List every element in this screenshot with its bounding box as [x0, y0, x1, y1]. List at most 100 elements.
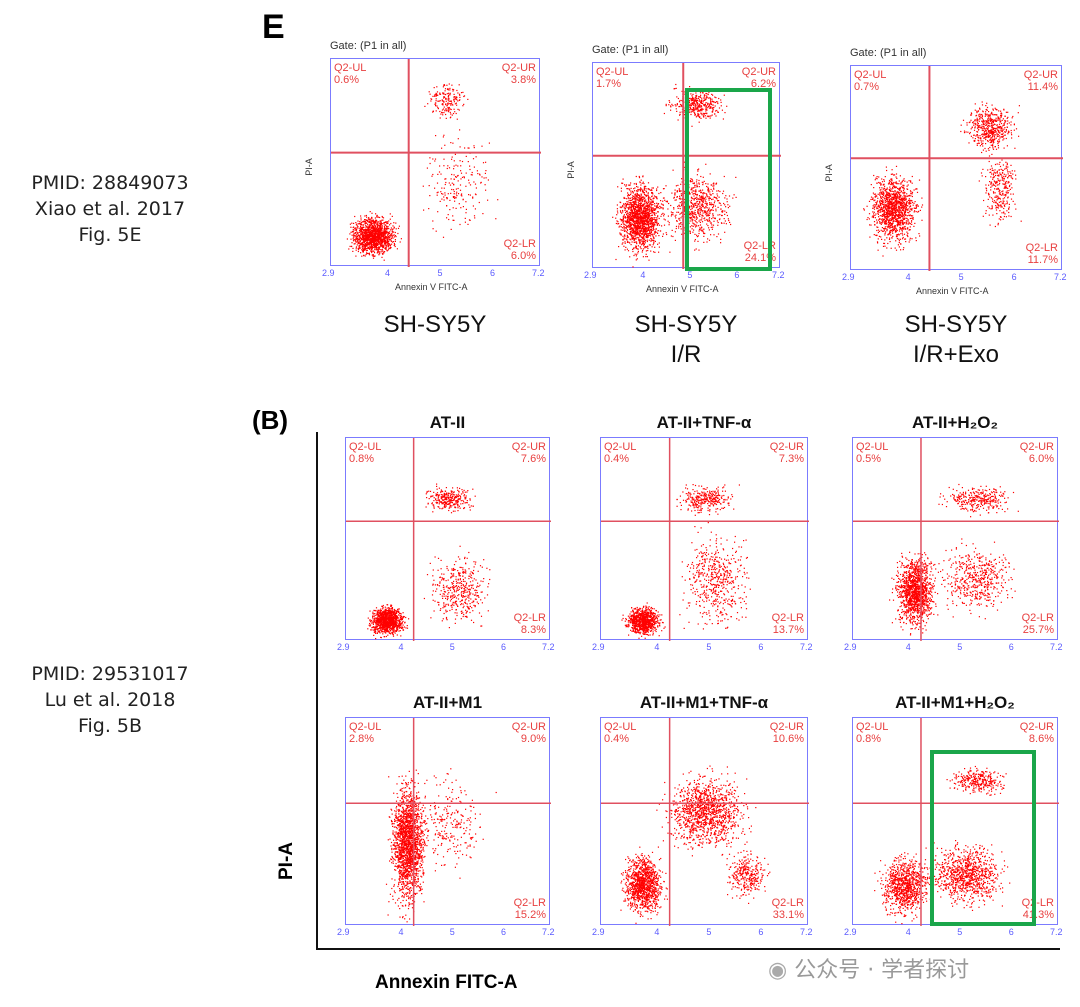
x-axis-label: Annexin FITC-A	[375, 972, 518, 993]
quadrant-lr-label: Q2-LR	[513, 897, 546, 909]
x-tick-label: 5	[449, 927, 455, 937]
quadrant-ur-value: 9.0%	[520, 733, 546, 745]
watermark: ◉ 公众号 · 学者探讨	[768, 952, 969, 984]
x-tick-label: 2.9	[322, 268, 335, 278]
quadrant-ul-label: Q2-UL	[349, 441, 382, 453]
highlight-box	[685, 88, 772, 271]
x-tick-label: 7.2	[1050, 642, 1063, 652]
x-tick-label: 6	[758, 927, 764, 937]
flow-plot: Q2-UL 0.4% Q2-UR 7.3% Q2-LR 13.7%	[600, 437, 809, 641]
citation-pmid: PMID: 29531017	[31, 663, 189, 685]
gate-label: Gate: (P1 in all)	[850, 47, 927, 59]
quadrant-ul-value: 1.7%	[596, 78, 622, 90]
scatter-area	[601, 718, 809, 926]
quadrant-ul-value: 0.4%	[604, 453, 630, 465]
plot-title: AT-II+M1+TNF-α	[639, 693, 769, 712]
flow-plot: Q2-UL 0.7% Q2-UR 11.4% Q2-LR 11.7%	[850, 65, 1063, 271]
quadrant-lr-value: 13.7%	[772, 624, 804, 636]
x-tick-label: 2.9	[842, 272, 855, 282]
quadrant-ur-value: 7.3%	[778, 453, 804, 465]
citation-author: Xiao et al. 2017	[34, 198, 186, 220]
x-tick-label: 2.9	[592, 642, 605, 652]
dot-cluster-0	[620, 846, 668, 924]
scatter-area	[346, 438, 551, 641]
quadrant-lr-value: 15.2%	[514, 909, 546, 921]
y-axis-label: PI-A	[565, 161, 576, 179]
x-tick-label: 2.9	[844, 642, 857, 652]
quadrant-ul-value: 0.8%	[349, 453, 375, 465]
x-tick-label: 7.2	[542, 642, 555, 652]
flow-plot: Q2-UL 2.8% Q2-UR 9.0% Q2-LR 15.2%	[345, 717, 551, 926]
quadrant-lr-label: Q2-LR	[771, 897, 804, 909]
quadrant-ur-label: Q2-UR	[511, 441, 546, 453]
quadrant-ul-label: Q2-UL	[604, 441, 637, 453]
caption-line-1: SH-SY5Y	[634, 311, 738, 338]
x-tick-label: 2.9	[844, 927, 857, 937]
x-axis-line	[316, 948, 1060, 950]
scatter-area	[346, 718, 551, 926]
x-tick-label: 5	[449, 642, 455, 652]
quadrant-lr-label: Q2-LR	[1021, 897, 1054, 909]
x-tick-label: 5	[706, 642, 712, 652]
caption-line-2: I/R	[670, 341, 702, 368]
dot-cluster-2	[654, 161, 737, 253]
x-tick-label: 4	[905, 642, 911, 652]
plot-title: AT-II+M1+H₂O₂	[895, 693, 1015, 712]
x-tick-label: 7.2	[1050, 927, 1063, 937]
dot-cluster-0	[612, 175, 666, 268]
flow-plot: Q2-UL 0.4% Q2-UR 10.6% Q2-LR 33.1%	[600, 717, 809, 926]
scatter-area	[853, 718, 1059, 926]
quadrant-ur-label: Q2-UR	[769, 721, 804, 733]
scatter-area	[851, 66, 1063, 271]
quadrant-lr-label: Q2-LR	[771, 612, 804, 624]
quadrant-ur-label: Q2-UR	[501, 62, 536, 74]
x-tick-label: 4	[398, 642, 404, 652]
dot-cluster-0	[889, 551, 939, 636]
x-axis-label: Annexin V FITC-A	[916, 286, 989, 296]
x-tick-label: 5	[437, 268, 443, 278]
x-axis-label: Annexin V FITC-A	[646, 284, 719, 294]
x-tick-label: 6	[490, 268, 496, 278]
dot-cluster-1	[960, 101, 1020, 157]
scatter-area	[331, 59, 541, 267]
x-tick-label: 2.9	[337, 927, 350, 937]
panel-b-letter: (B)	[252, 405, 289, 435]
x-tick-label: 2.9	[337, 642, 350, 652]
x-tick-label: 5	[958, 272, 964, 282]
x-tick-label: 7.2	[800, 642, 813, 652]
x-tick-label: 2.9	[584, 270, 597, 280]
dot-cluster-0	[385, 769, 430, 923]
quadrant-ul-value: 2.8%	[349, 733, 375, 745]
quadrant-ur-label: Q2-UR	[1019, 441, 1054, 453]
x-tick-label: 4	[905, 272, 911, 282]
quadrant-ul-label: Q2-UL	[596, 66, 629, 78]
quadrant-lr-label: Q2-LR	[513, 612, 546, 624]
plot-title: AT-II+TNF-α	[656, 413, 752, 432]
x-tick-label: 7.2	[772, 270, 785, 280]
quadrant-ur-value: 8.6%	[1028, 733, 1054, 745]
y-axis-label: PI-A	[303, 158, 314, 176]
quadrant-ul-value: 0.6%	[334, 74, 360, 86]
dot-cluster-2	[726, 850, 771, 904]
x-tick-label: 6	[501, 927, 507, 937]
dot-cluster-0	[621, 602, 666, 639]
quadrant-ur-label: Q2-UR	[1019, 721, 1054, 733]
quadrant-lr-label: Q2-LR	[1021, 612, 1054, 624]
dot-cluster-0	[863, 165, 924, 257]
x-tick-label: 7.2	[542, 927, 555, 937]
quadrant-ul-label: Q2-UL	[604, 721, 637, 733]
x-tick-label: 6	[1008, 927, 1014, 937]
panel-e-letter: E	[262, 8, 285, 46]
x-tick-label: 5	[957, 642, 963, 652]
quadrant-ul-value: 0.7%	[854, 81, 880, 93]
scatter-area	[593, 63, 781, 269]
quadrant-ur-label: Q2-UR	[769, 441, 804, 453]
quadrant-ul-value: 0.8%	[856, 733, 882, 745]
dot-cluster-1	[946, 765, 1007, 796]
quadrant-lr-label: Q2-LR	[743, 240, 776, 252]
quadrant-ur-value: 6.0%	[1028, 453, 1054, 465]
x-tick-label: 5	[687, 270, 693, 280]
quadrant-lr-value: 11.7%	[1027, 254, 1058, 266]
quadrant-ul-label: Q2-UL	[854, 69, 887, 81]
x-tick-label: 4	[905, 927, 911, 937]
